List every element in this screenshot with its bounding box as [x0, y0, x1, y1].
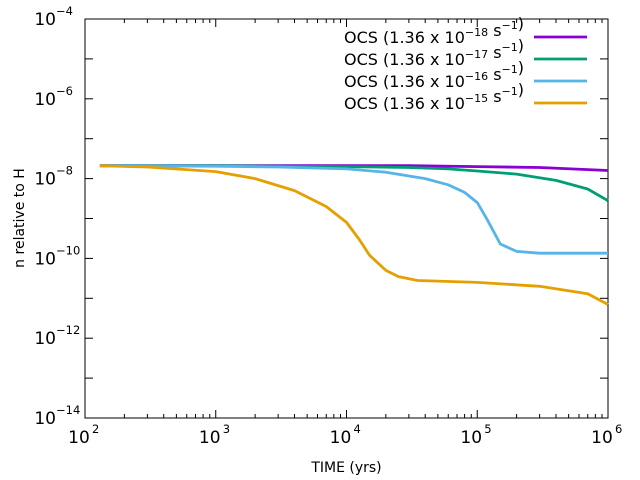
legend-label-exponent: −15 [465, 92, 488, 105]
legend-label-2: OCS (1.36 x 10−17 s−1) [344, 36, 524, 69]
x-tick-label: 10 [591, 428, 613, 448]
x-tick-label: 10 [199, 428, 221, 448]
y-tick-label-exponent: −8 [56, 164, 73, 178]
legend-label-text: ) [518, 58, 524, 77]
y-tick-label: 10 [34, 10, 56, 30]
legend-label-exponent: −1 [502, 19, 518, 32]
legend-label-1: OCS (1.36 x 10−18 s−1) [344, 14, 524, 47]
legend-label-exponent: −16 [465, 70, 488, 83]
legend-label-text: OCS (1.36 x 10 [344, 28, 465, 47]
legend-label-4: OCS (1.36 x 10−15 s−1) [344, 80, 524, 113]
series-line-2 [99, 164, 609, 202]
y-axis-label: n relative to H [12, 168, 28, 268]
y-tick-label: 10 [34, 409, 56, 429]
x-tick-label: 10 [460, 428, 482, 448]
legend-label-text: ) [518, 80, 524, 99]
series-lines [99, 164, 609, 306]
legend-label-text: OCS (1.36 x 10 [344, 72, 465, 91]
legend-label-exponent: −1 [502, 41, 518, 54]
legend-label-text: s [488, 21, 501, 40]
y-tick-label-exponent: −4 [56, 4, 73, 18]
x-tick-label-exponent: 4 [354, 422, 361, 436]
legend-label-text: s [488, 43, 501, 62]
legend-label-text: OCS (1.36 x 10 [344, 94, 465, 113]
legend-label-text: ) [518, 14, 524, 33]
x-tick-label-exponent: 2 [92, 422, 99, 436]
x-tick-label: 10 [330, 428, 352, 448]
legend-label-exponent: −1 [502, 85, 518, 98]
legend-label-text: s [488, 87, 501, 106]
x-axis-label: TIME (yrs) [310, 460, 381, 476]
legend-label-text: OCS (1.36 x 10 [344, 50, 465, 69]
series-line-3 [99, 164, 608, 255]
y-tick-label-exponent: −12 [56, 323, 80, 337]
y-tick-label: 10 [34, 249, 56, 269]
x-tick-label-exponent: 6 [615, 422, 622, 436]
legend-label-exponent: −17 [465, 48, 488, 61]
y-tick-label-exponent: −14 [56, 403, 80, 417]
y-tick-label-exponent: −10 [56, 243, 80, 257]
x-tick-label: 10 [68, 428, 90, 448]
y-tick-label-exponent: −6 [56, 84, 73, 98]
legend-label-text: ) [518, 36, 524, 55]
y-tick-label: 10 [34, 90, 56, 110]
series-line-4 [99, 164, 609, 306]
x-tick-label-exponent: 5 [484, 422, 491, 436]
legend-label-3: OCS (1.36 x 10−16 s−1) [344, 58, 524, 91]
legend-label-text: s [488, 65, 501, 84]
x-tick-label-exponent: 3 [223, 422, 230, 436]
legend: OCS (1.36 x 10−18 s−1)OCS (1.36 x 10−17 … [344, 14, 587, 113]
y-tick-label: 10 [34, 329, 56, 349]
legend-label-exponent: −1 [502, 63, 518, 76]
y-tick-label: 10 [34, 170, 56, 190]
legend-label-exponent: −18 [465, 26, 488, 39]
